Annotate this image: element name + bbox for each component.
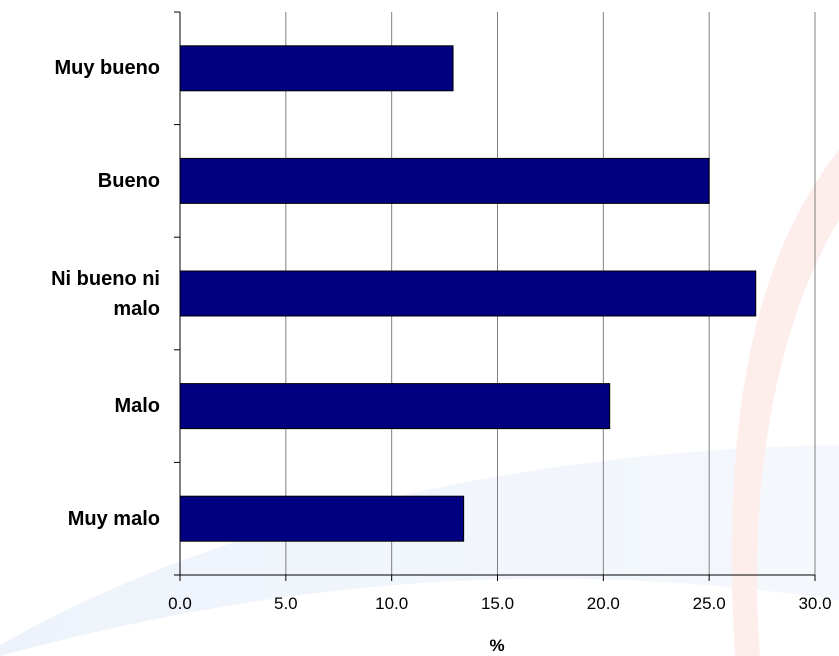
category-label: Bueno (0, 166, 160, 196)
bar (179, 270, 757, 317)
x-tick-label: 0.0 (168, 594, 192, 613)
category-label-line: Bueno (97, 169, 160, 192)
category-label-line: Muy malo (67, 507, 160, 530)
category-label-line: Muy bueno (54, 57, 160, 80)
x-tick-label: 25.0 (692, 594, 726, 613)
x-tick-label: 15.0 (480, 594, 515, 613)
x-tick-label: 20.0 (586, 594, 620, 613)
category-label-line: Ni bueno ni (51, 267, 160, 290)
bar (179, 495, 465, 542)
x-tick-label: 30.0 (798, 594, 832, 613)
category-label: Ni bueno ni malo (0, 264, 160, 324)
x-axis-label: % (489, 636, 505, 655)
category-label: Muy malo (0, 504, 160, 534)
x-tick-label: 10.0 (375, 594, 409, 613)
blue-swoosh-shape (0, 445, 839, 656)
axes (174, 11, 816, 581)
x-tick-label: 5.0 (274, 594, 298, 613)
category-label-line: Malo (114, 395, 160, 418)
bars (179, 45, 757, 542)
category-label: Muy bueno (0, 53, 160, 83)
category-label: Malo (0, 391, 160, 421)
bar (179, 157, 710, 204)
bar (179, 45, 454, 92)
red-swoosh-shape (731, 150, 839, 656)
bar (179, 383, 611, 430)
category-label-line: malo (113, 297, 160, 320)
